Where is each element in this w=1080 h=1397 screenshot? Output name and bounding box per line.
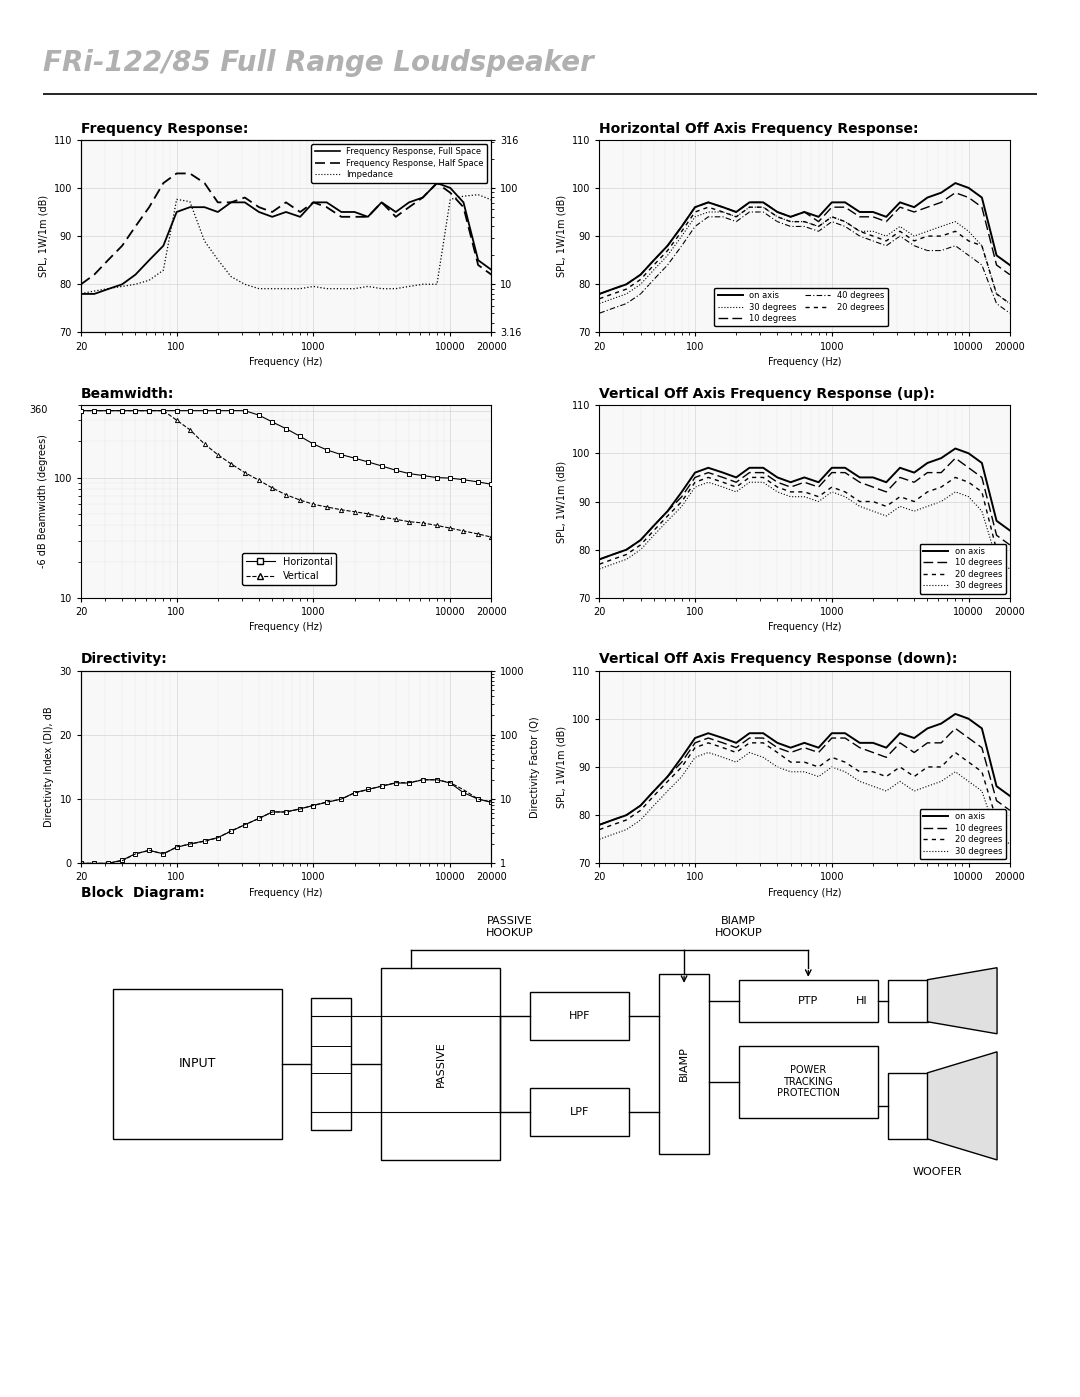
Legend: on axis, 10 degrees, 20 degrees, 30 degrees: on axis, 10 degrees, 20 degrees, 30 degr… bbox=[920, 809, 1005, 859]
Text: Vertical Off Axis Frequency Response (down):: Vertical Off Axis Frequency Response (do… bbox=[599, 652, 958, 666]
Y-axis label: Directivity Index (DI), dB: Directivity Index (DI), dB bbox=[44, 707, 54, 827]
FancyBboxPatch shape bbox=[530, 992, 630, 1039]
FancyBboxPatch shape bbox=[739, 979, 878, 1021]
Text: HPF: HPF bbox=[569, 1011, 591, 1021]
Legend: Horizontal, Vertical: Horizontal, Vertical bbox=[242, 553, 336, 585]
FancyBboxPatch shape bbox=[530, 1088, 630, 1136]
FancyBboxPatch shape bbox=[888, 1073, 928, 1139]
Text: BIAMP: BIAMP bbox=[679, 1046, 689, 1081]
FancyBboxPatch shape bbox=[739, 1046, 878, 1118]
Y-axis label: Directivity Factor (Q): Directivity Factor (Q) bbox=[530, 717, 540, 817]
FancyBboxPatch shape bbox=[112, 989, 282, 1139]
Text: Directivity:: Directivity: bbox=[81, 652, 167, 666]
Text: Horizontal Off Axis Frequency Response:: Horizontal Off Axis Frequency Response: bbox=[599, 122, 919, 136]
Text: INPUT: INPUT bbox=[178, 1058, 216, 1070]
FancyBboxPatch shape bbox=[311, 997, 351, 1130]
Text: LPF: LPF bbox=[570, 1106, 590, 1116]
Legend: on axis, 10 degrees, 20 degrees, 30 degrees: on axis, 10 degrees, 20 degrees, 30 degr… bbox=[920, 543, 1005, 594]
Y-axis label: -6 dB Beamwidth (degrees): -6 dB Beamwidth (degrees) bbox=[38, 434, 48, 569]
Text: 360: 360 bbox=[30, 405, 49, 415]
Legend: on axis, 30 degrees, 10 degrees, 40 degrees, 20 degrees: on axis, 30 degrees, 10 degrees, 40 degr… bbox=[714, 288, 888, 327]
X-axis label: Frequency (Hz): Frequency (Hz) bbox=[249, 888, 323, 898]
Text: Block  Diagram:: Block Diagram: bbox=[81, 886, 205, 900]
Text: POWER
TRACKING
PROTECTION: POWER TRACKING PROTECTION bbox=[777, 1066, 840, 1098]
Text: WOOFER: WOOFER bbox=[913, 1166, 962, 1176]
Polygon shape bbox=[928, 1052, 997, 1160]
Text: Frequency Response:: Frequency Response: bbox=[81, 122, 248, 136]
FancyBboxPatch shape bbox=[381, 968, 500, 1160]
X-axis label: Frequency (Hz): Frequency (Hz) bbox=[768, 888, 841, 898]
Text: PASSIVE: PASSIVE bbox=[435, 1041, 446, 1087]
Text: BIAMP
HOOKUP: BIAMP HOOKUP bbox=[715, 916, 762, 937]
Text: Vertical Off Axis Frequency Response (up):: Vertical Off Axis Frequency Response (up… bbox=[599, 387, 935, 401]
X-axis label: Frequency (Hz): Frequency (Hz) bbox=[768, 358, 841, 367]
Text: FRi-122/85 Full Range Loudspeaker: FRi-122/85 Full Range Loudspeaker bbox=[43, 49, 594, 77]
Y-axis label: SPL, 1W/1m (dB): SPL, 1W/1m (dB) bbox=[556, 726, 566, 807]
Text: HI: HI bbox=[856, 996, 868, 1006]
FancyBboxPatch shape bbox=[888, 979, 928, 1021]
Text: Beamwidth:: Beamwidth: bbox=[81, 387, 174, 401]
Legend: Frequency Response, Full Space, Frequency Response, Half Space, Impedance: Frequency Response, Full Space, Frequenc… bbox=[311, 144, 487, 183]
Text: PTP: PTP bbox=[798, 996, 819, 1006]
FancyBboxPatch shape bbox=[659, 974, 708, 1154]
X-axis label: Frequency (Hz): Frequency (Hz) bbox=[768, 623, 841, 633]
Y-axis label: SPL, 1W/1m (dB): SPL, 1W/1m (dB) bbox=[556, 196, 566, 277]
Y-axis label: SPL, 1W/1m (dB): SPL, 1W/1m (dB) bbox=[38, 196, 48, 277]
X-axis label: Frequency (Hz): Frequency (Hz) bbox=[249, 358, 323, 367]
Y-axis label: SPL, 1W/1m (dB): SPL, 1W/1m (dB) bbox=[556, 461, 566, 542]
Polygon shape bbox=[928, 968, 997, 1034]
Text: PASSIVE
HOOKUP: PASSIVE HOOKUP bbox=[486, 916, 535, 937]
X-axis label: Frequency (Hz): Frequency (Hz) bbox=[249, 623, 323, 633]
